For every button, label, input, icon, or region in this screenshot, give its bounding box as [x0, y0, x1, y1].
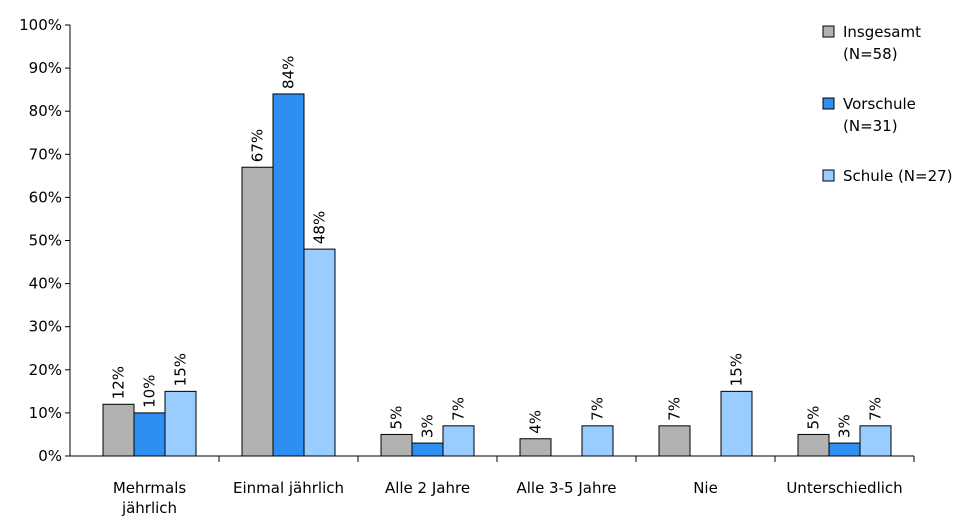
value-label: 5%: [805, 406, 823, 430]
value-label: 15%: [172, 353, 190, 386]
bar: [442, 425, 475, 457]
legend-swatch: [822, 169, 835, 182]
bar: [411, 442, 444, 457]
bar: [133, 412, 166, 457]
value-label: 7%: [666, 397, 684, 421]
x-tick-label: Unterschiedlich: [786, 479, 902, 497]
bar: [581, 425, 614, 457]
legend-swatch: [822, 25, 835, 38]
x-tick-label: Nie: [693, 479, 718, 497]
y-tick-label: 20%: [29, 361, 62, 379]
value-label: 10%: [141, 375, 159, 408]
value-label: 5%: [388, 406, 406, 430]
y-tick-label: 40%: [29, 275, 62, 293]
value-label: 7%: [867, 397, 885, 421]
legend-label: Insgesamt (N=58): [843, 23, 921, 63]
value-label: 15%: [728, 353, 746, 386]
y-tick-label: 0%: [38, 447, 62, 465]
y-tick-label: 60%: [29, 188, 62, 206]
value-label: 4%: [527, 410, 545, 434]
legend-swatch: [822, 97, 835, 110]
value-label: 84%: [280, 56, 298, 89]
bar: [303, 248, 336, 457]
bar: [102, 403, 135, 457]
bar: [272, 93, 305, 457]
x-tick-label: Alle 2 Jahre: [385, 479, 470, 497]
value-label: 3%: [419, 414, 437, 438]
y-tick-label: 30%: [29, 318, 62, 336]
value-label: 7%: [589, 397, 607, 421]
bar: [720, 390, 753, 457]
bar: [241, 166, 274, 457]
bar: [859, 425, 892, 457]
value-label: 7%: [450, 397, 468, 421]
value-label: 12%: [110, 366, 128, 399]
bar: [519, 438, 552, 457]
y-tick-label: 10%: [29, 404, 62, 422]
value-label: 48%: [311, 211, 329, 244]
bar: [828, 442, 861, 457]
bar: [797, 433, 830, 457]
y-tick-label: 100%: [19, 16, 62, 34]
y-tick-label: 80%: [29, 102, 62, 120]
y-tick-label: 90%: [29, 59, 62, 77]
legend-label: Schule (N=27): [843, 167, 953, 185]
x-tick-label: Einmal jährlich: [233, 479, 344, 497]
x-tick-label: Alle 3-5 Jahre: [516, 479, 616, 497]
value-label: 3%: [836, 414, 854, 438]
legend-label: Vorschule (N=31): [843, 95, 916, 135]
x-tick-label: Mehrmals jährlich: [113, 479, 187, 517]
bar: [380, 433, 413, 457]
value-label: 67%: [249, 129, 267, 162]
y-tick-label: 70%: [29, 145, 62, 163]
bar: [164, 390, 197, 457]
y-tick-label: 50%: [29, 232, 62, 250]
bar: [658, 425, 691, 457]
